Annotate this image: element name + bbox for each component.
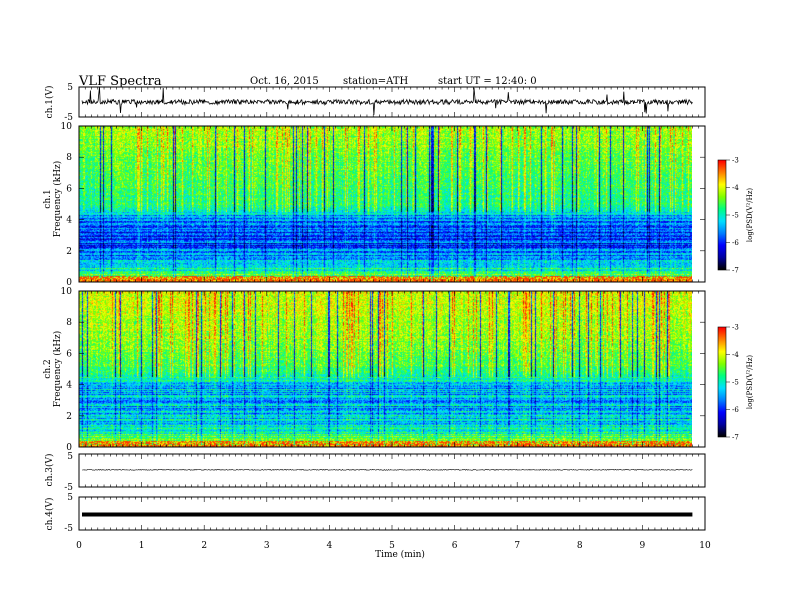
- x-tick-label: 1: [139, 541, 145, 551]
- ch4-panel: 5 -5 ch.4(V): [44, 493, 706, 534]
- x-axis-ticks: [78, 87, 706, 530]
- x-tick-label: 5: [389, 541, 395, 551]
- ch1-spectrogram-ylabel-channel: ch.1: [43, 189, 53, 208]
- date-label: Oct. 16, 2015: [250, 76, 319, 87]
- y-tick-label: 2: [66, 412, 72, 422]
- ch1-trace: [81, 87, 693, 115]
- ch2-colorbar-label: log(PSD(V²/Hz): [746, 355, 754, 410]
- colorbar-tick-label: -4: [732, 351, 739, 359]
- colorbar-tick-label: -7: [732, 434, 739, 442]
- ch1-colorbar-ticks: -3 -4 -5 -6 -7: [726, 157, 739, 275]
- ch1-spectrogram: [79, 126, 692, 282]
- y-tick-label: 6: [66, 184, 72, 194]
- ch1-ytick-bottom: -5: [64, 113, 73, 123]
- colorbar-tick-label: -5: [732, 379, 739, 387]
- x-tick-label: 0: [76, 541, 82, 551]
- figure-title: VLF Spectra: [78, 74, 162, 89]
- ch4-ylabel: ch.4(V): [44, 498, 55, 531]
- y-tick-label: 0: [66, 443, 72, 453]
- colorbar-tick-label: -6: [732, 239, 739, 247]
- colorbar-tick-label: -4: [732, 184, 739, 192]
- ch4-ytick-bottom: -5: [64, 524, 73, 534]
- x-tick-label: 6: [452, 541, 458, 551]
- x-tick-label: 2: [201, 541, 207, 551]
- y-tick-label: 2: [66, 247, 72, 257]
- start-time-label: start UT = 12:40: 0: [438, 76, 537, 87]
- y-tick-label: 8: [66, 318, 72, 328]
- station-label: station=ATH: [343, 76, 409, 87]
- ch2-colorbar-ticks: -3 -4 -5 -6 -7: [726, 324, 739, 442]
- y-tick-label: 10: [61, 287, 73, 297]
- ch1-colorbar: [718, 160, 726, 270]
- x-tick-label: 7: [514, 541, 520, 551]
- y-tick-label: 6: [66, 349, 72, 359]
- ch1-ylabel: ch.1(V): [44, 86, 55, 119]
- ch1-spectrogram-yticks: 0 2 4 6 8 10: [61, 122, 705, 288]
- ch3-ytick-top: 5: [67, 452, 73, 462]
- ch3-ylabel: ch.3(V): [44, 454, 55, 487]
- colorbar-tick-label: -6: [732, 406, 739, 414]
- y-tick-label: 8: [66, 153, 72, 163]
- x-tick-label: 10: [699, 541, 711, 551]
- ch3-panel: 5 -5 ch.3(V): [44, 452, 706, 493]
- ch2-spectrogram-yticks: 0 2 4 6 8 10: [61, 287, 705, 453]
- x-tick-label: 4: [327, 541, 333, 551]
- ch1-panel: 5 -5 ch.1(V): [44, 83, 706, 123]
- x-tick-label: 3: [264, 541, 270, 551]
- ch2-spectrogram-ylabel-frequency: Frequency (kHz): [52, 331, 63, 408]
- ch1-ytick-top: 5: [67, 83, 73, 93]
- ch2-colorbar: [718, 327, 726, 437]
- y-tick-label: 0: [66, 278, 72, 288]
- colorbar-tick-label: -5: [732, 212, 739, 220]
- colorbar-tick-label: -3: [732, 157, 739, 165]
- ch2-spectrogram: [79, 291, 692, 447]
- ch3-trace: [82, 468, 693, 471]
- x-axis-tick-labels: 0 1 2 3 4 5 6 7 8 9 10: [76, 541, 711, 551]
- ch3-ytick-bottom: -5: [64, 483, 73, 493]
- y-tick-label: 10: [61, 122, 73, 132]
- x-axis-label: Time (min): [375, 549, 425, 560]
- ch1-spectrogram-ylabel-frequency: Frequency (kHz): [52, 161, 63, 238]
- colorbar-tick-label: -7: [732, 267, 739, 275]
- y-tick-label: 4: [66, 381, 72, 391]
- y-tick-label: 4: [66, 216, 72, 226]
- colorbar-tick-label: -3: [732, 324, 739, 332]
- ch2-spectrogram-ylabel-channel: ch.2: [43, 359, 53, 378]
- x-tick-label: 9: [640, 541, 646, 551]
- x-tick-label: 8: [577, 541, 583, 551]
- ch4-ytick-top: 5: [67, 493, 73, 503]
- ch1-colorbar-label: log(PSD(V²/Hz): [746, 188, 754, 243]
